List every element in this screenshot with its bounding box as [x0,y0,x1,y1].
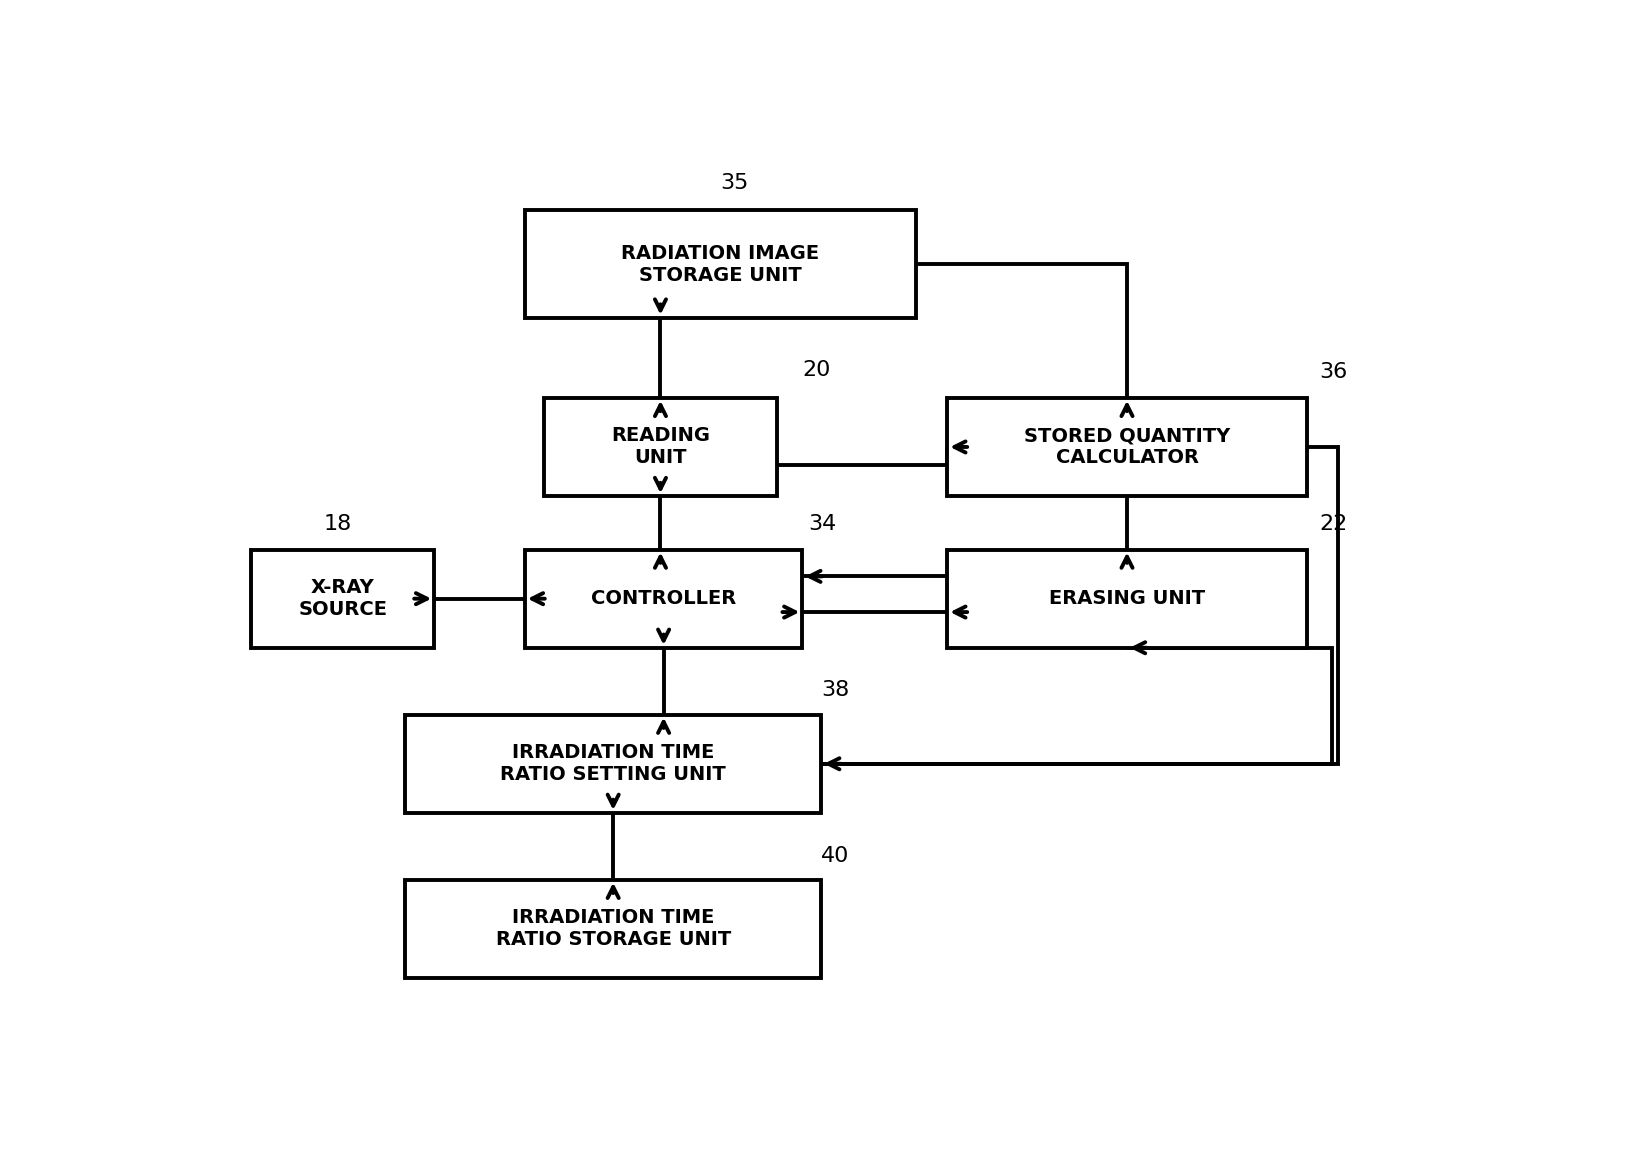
Text: 36: 36 [1319,362,1347,381]
Text: X-RAY
SOURCE: X-RAY SOURCE [298,578,387,619]
Text: IRRADIATION TIME
RATIO STORAGE UNIT: IRRADIATION TIME RATIO STORAGE UNIT [496,909,731,949]
Text: RADIATION IMAGE
STORAGE UNIT: RADIATION IMAGE STORAGE UNIT [622,243,820,284]
Text: 18: 18 [324,513,351,533]
Text: 35: 35 [721,173,748,192]
Text: 40: 40 [822,846,849,867]
Bar [947,549,1306,648]
Bar [543,398,778,496]
Text: READING
UNIT: READING UNIT [612,427,709,467]
Bar [947,398,1306,496]
Text: 22: 22 [1319,513,1347,533]
Text: IRRADIATION TIME
RATIO SETTING UNIT: IRRADIATION TIME RATIO SETTING UNIT [499,743,726,785]
Text: STORED QUANTITY
CALCULATOR: STORED QUANTITY CALCULATOR [1023,427,1230,467]
Bar [405,715,822,812]
Text: 34: 34 [809,513,836,533]
Bar [405,880,822,978]
Text: CONTROLLER: CONTROLLER [591,589,737,608]
Text: 20: 20 [802,360,831,380]
Bar [251,549,434,648]
Text: 38: 38 [822,679,849,700]
Bar [526,211,916,318]
Text: ERASING UNIT: ERASING UNIT [1049,589,1206,608]
Bar [526,549,802,648]
